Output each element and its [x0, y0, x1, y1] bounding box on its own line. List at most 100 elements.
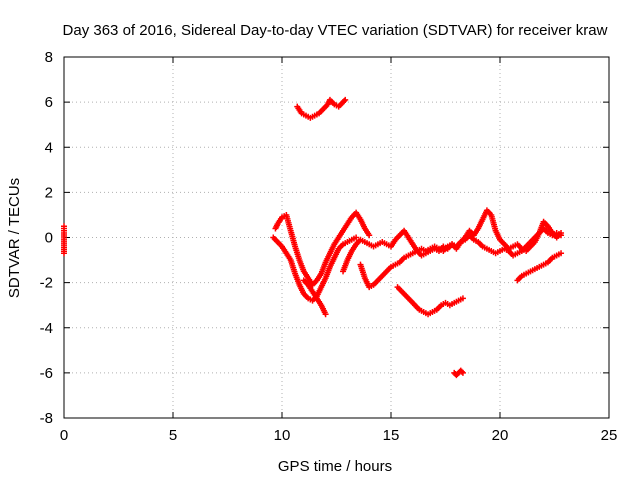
- data-point: [350, 235, 357, 242]
- data-point: [343, 222, 350, 229]
- x-tick-label: 25: [601, 427, 618, 444]
- data-point: [406, 296, 413, 303]
- y-axis-label: SDTVAR / TECUs: [6, 178, 23, 298]
- data-point: [282, 248, 289, 255]
- data-point: [377, 274, 384, 281]
- x-tick-label: 5: [169, 427, 177, 444]
- data-point: [394, 260, 401, 267]
- data-point: [542, 260, 549, 267]
- data-point: [372, 242, 379, 249]
- data-point: [329, 99, 336, 106]
- data-point: [547, 256, 554, 263]
- data-point: [317, 300, 324, 307]
- data-point: [407, 251, 414, 258]
- y-tick-label: -4: [40, 320, 53, 337]
- data-point: [318, 107, 325, 114]
- data-point: [494, 249, 501, 256]
- data-point: [473, 237, 480, 244]
- data-point: [496, 234, 503, 241]
- data-point: [397, 287, 404, 294]
- y-tick-label: -6: [40, 365, 53, 382]
- x-tick-label: 10: [274, 427, 291, 444]
- data-point: [317, 272, 324, 279]
- data-point: [507, 244, 514, 251]
- x-axis-label: GPS time / hours: [278, 458, 392, 475]
- series-track-B: [270, 234, 360, 304]
- data-point: [404, 232, 411, 239]
- data-point: [525, 269, 532, 276]
- data-point: [555, 251, 562, 258]
- data-point: [338, 242, 345, 249]
- data-point: [312, 293, 319, 300]
- y-tick-label: -8: [40, 410, 53, 427]
- data-point: [492, 225, 499, 232]
- data-point: [61, 248, 67, 255]
- data-point: [334, 236, 341, 243]
- data-point: [312, 278, 319, 285]
- series-lower-cluster: [451, 367, 466, 379]
- data-point: [474, 227, 481, 234]
- data-point: [313, 111, 320, 118]
- data-point: [356, 214, 363, 221]
- data-point: [520, 271, 527, 278]
- x-tick-label: 20: [492, 427, 509, 444]
- data-points: [61, 96, 565, 379]
- data-point: [299, 289, 306, 296]
- data-point: [368, 283, 375, 290]
- data-point: [382, 269, 389, 276]
- data-point: [295, 280, 302, 287]
- data-point: [411, 249, 418, 256]
- data-point: [277, 242, 284, 249]
- data-point: [304, 273, 311, 280]
- data-point: [303, 280, 310, 287]
- data-point: [433, 244, 440, 251]
- data-point: [418, 307, 425, 314]
- data-point: [457, 296, 464, 303]
- series-track-G: [514, 250, 565, 284]
- data-point: [460, 236, 467, 243]
- data-point: [291, 241, 298, 248]
- data-point: [414, 305, 421, 312]
- data-point: [535, 231, 542, 238]
- data-point: [365, 230, 372, 237]
- y-tick-label: 0: [45, 230, 53, 247]
- y-tick-label: 4: [45, 139, 53, 156]
- x-axis: 0 5 10 15 20 25: [60, 57, 618, 444]
- y-tick-label: 8: [45, 49, 53, 66]
- data-point: [300, 266, 307, 273]
- data-point: [529, 267, 536, 274]
- data-point: [456, 240, 463, 247]
- data-point: [364, 240, 371, 247]
- data-point: [326, 265, 333, 272]
- data-point: [321, 309, 328, 316]
- data-point: [459, 369, 466, 376]
- data-point: [341, 97, 348, 104]
- data-point: [481, 244, 488, 251]
- data-point: [431, 307, 438, 314]
- data-point: [543, 221, 550, 228]
- data-point: [395, 233, 402, 240]
- data-point: [291, 268, 298, 275]
- data-point: [390, 262, 397, 269]
- data-point: [526, 245, 533, 252]
- series-start: [61, 223, 67, 257]
- data-point: [303, 293, 310, 300]
- data-point: [321, 261, 328, 268]
- data-point: [486, 210, 493, 217]
- x-tick-label: 15: [383, 427, 400, 444]
- data-point: [403, 253, 410, 260]
- data-point: [381, 240, 388, 247]
- data-point: [338, 229, 345, 236]
- data-point: [300, 111, 307, 118]
- series-track-F: [394, 284, 466, 318]
- data-point: [297, 108, 304, 115]
- data-point: [399, 256, 406, 263]
- data-point: [551, 253, 558, 260]
- data-point: [425, 246, 432, 253]
- data-point: [486, 246, 493, 253]
- data-point: [373, 278, 380, 285]
- data-point: [410, 300, 417, 307]
- data-point: [427, 310, 434, 317]
- data-point: [360, 223, 367, 230]
- data-point: [347, 215, 354, 222]
